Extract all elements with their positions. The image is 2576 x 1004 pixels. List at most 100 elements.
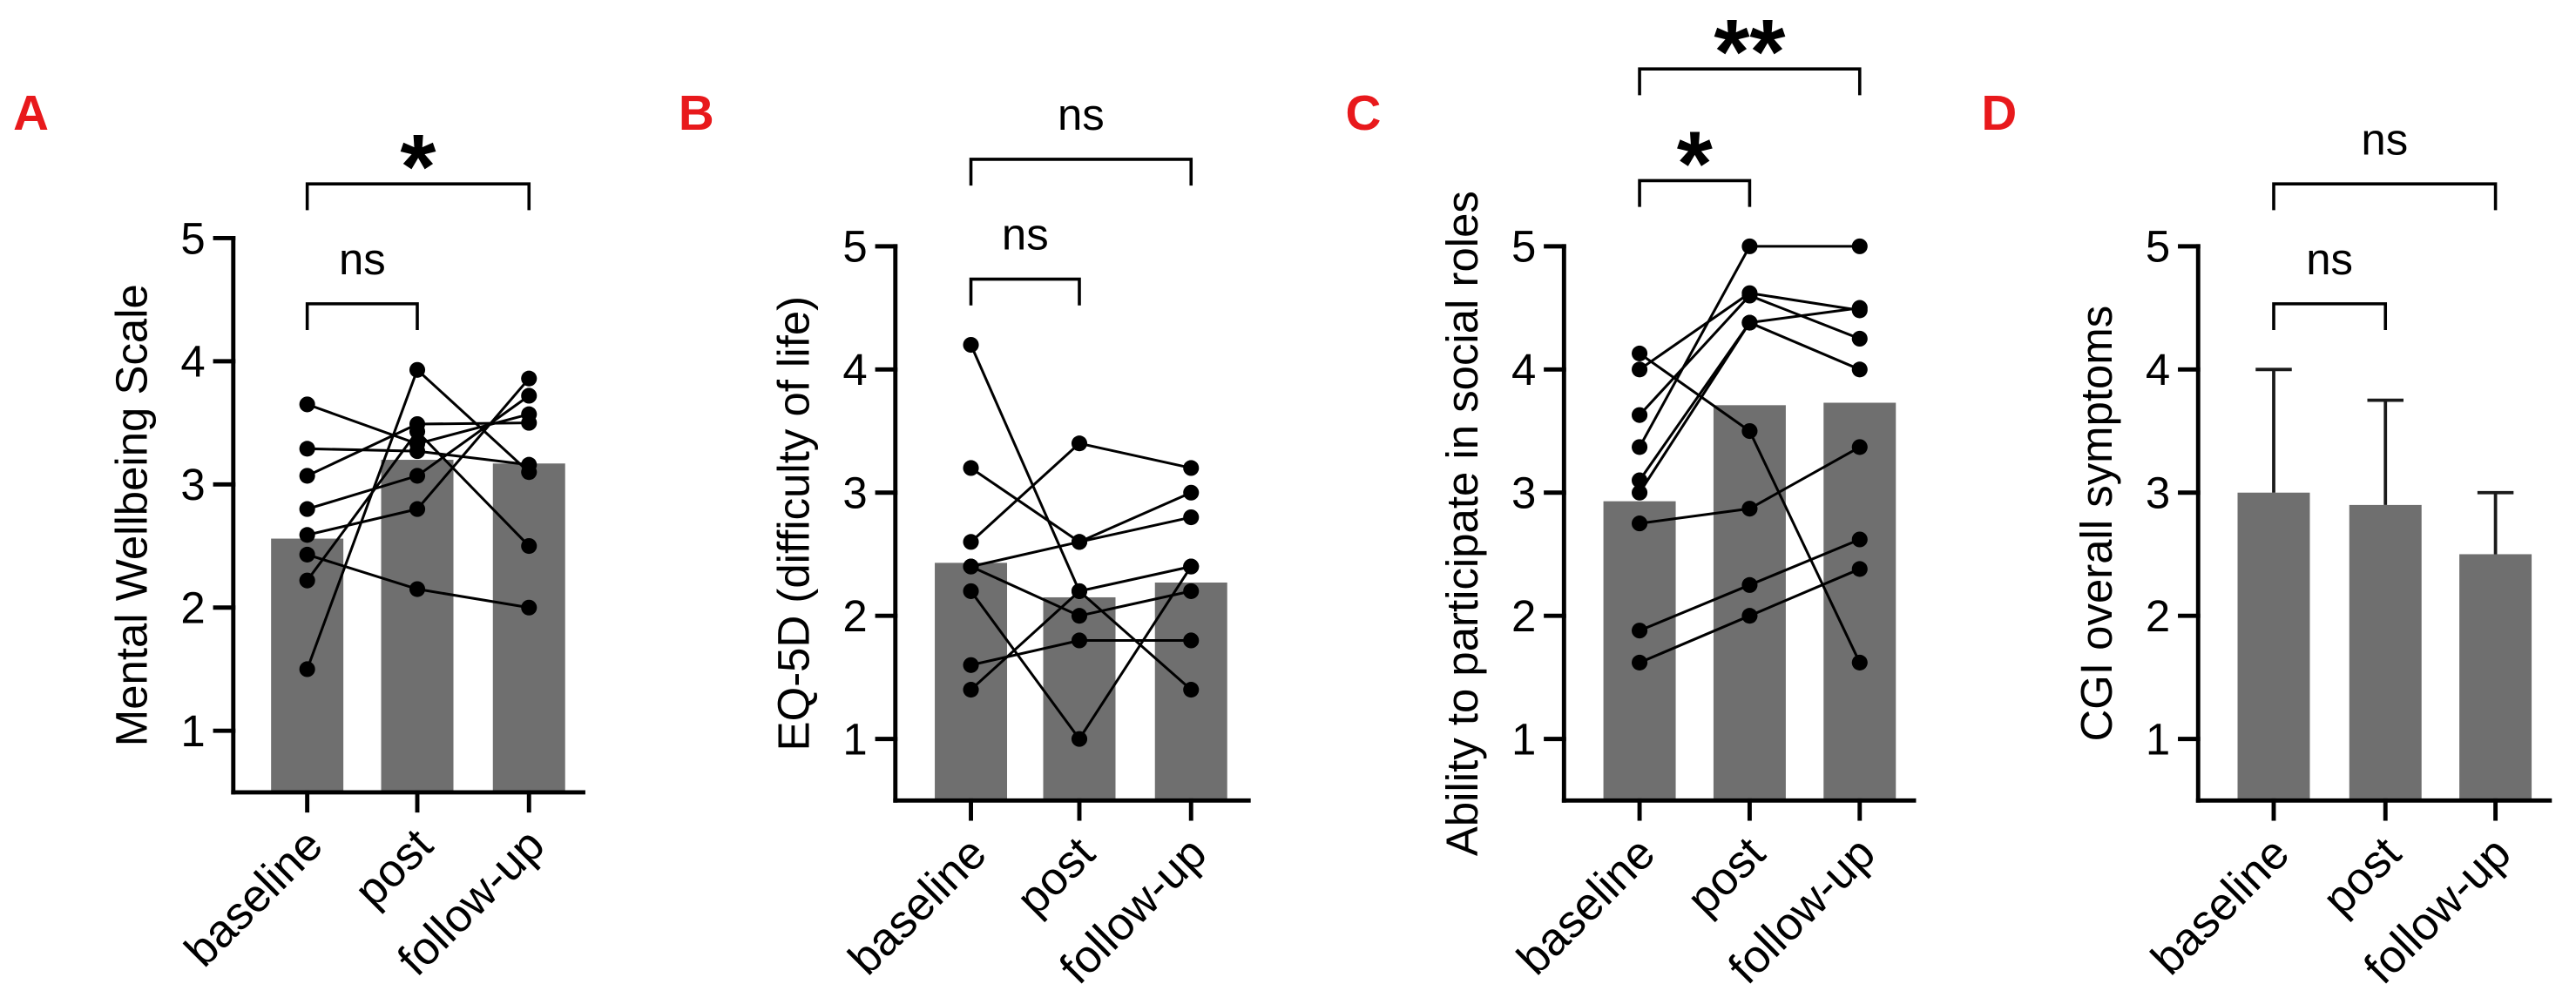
data-point — [1632, 361, 1648, 378]
data-point — [1183, 509, 1200, 526]
x-tick-label: baseline — [2141, 827, 2299, 985]
data-point — [1741, 422, 1758, 440]
significance-bracket — [1638, 67, 1862, 96]
y-tick-label: 3 — [842, 468, 867, 518]
data-point — [1851, 531, 1868, 548]
mean-bar — [1823, 402, 1897, 801]
subject-line — [970, 467, 1192, 544]
significance-bracket — [969, 158, 1193, 186]
mean-bar — [1043, 596, 1116, 801]
data-point — [1183, 558, 1200, 575]
subject-line — [1639, 292, 1861, 371]
data-point — [299, 441, 315, 457]
data-point — [409, 581, 426, 597]
data-point — [1183, 460, 1200, 476]
y-tick-label: 4 — [842, 345, 867, 394]
data-point — [299, 527, 315, 543]
error-bar — [2477, 490, 2514, 555]
data-point — [299, 572, 315, 589]
y-tick-label: 1 — [180, 706, 205, 756]
y-axis-label: EQ-5D (difficulty of life) — [769, 296, 819, 751]
mean-bar — [1713, 405, 1786, 801]
data-point — [409, 423, 426, 440]
panel-label: A — [13, 85, 49, 140]
x-tick-label: post — [2313, 827, 2411, 926]
error-bar — [2367, 398, 2404, 505]
mean-bar — [2237, 492, 2310, 801]
data-point — [1632, 484, 1648, 501]
data-point — [299, 396, 315, 413]
data-point — [521, 464, 538, 481]
significance-label: * — [400, 116, 436, 219]
subject-line — [970, 344, 1192, 593]
data-point — [1183, 484, 1200, 501]
error-bar — [2255, 367, 2292, 493]
significance-bracket — [2272, 182, 2498, 211]
panel-label: C — [1346, 85, 1382, 140]
significance-label: ns — [1058, 90, 1105, 139]
data-point — [299, 468, 315, 484]
data-point — [1851, 330, 1868, 347]
y-tick-label: 4 — [2146, 345, 2170, 394]
panel-label: D — [1981, 85, 2017, 140]
y-tick-label: 3 — [180, 460, 205, 509]
data-point — [299, 501, 315, 517]
data-point — [409, 468, 426, 484]
significance-bracket — [305, 302, 419, 331]
subject-line — [970, 441, 1192, 543]
data-point — [521, 599, 538, 616]
data-point — [963, 460, 979, 476]
data-point — [1183, 632, 1200, 649]
significance-bracket — [305, 182, 531, 211]
mean-bar — [2459, 554, 2532, 801]
y-tick-label: 3 — [2146, 468, 2170, 518]
data-point — [1632, 623, 1648, 639]
data-point — [1632, 472, 1648, 489]
significance-label: ** — [1714, 1, 1785, 104]
y-tick-label: 2 — [180, 583, 205, 633]
mean-bar — [2349, 504, 2422, 801]
y-tick-label: 2 — [1511, 591, 1536, 641]
y-tick-label: 5 — [180, 213, 205, 263]
y-tick-label: 5 — [842, 222, 867, 272]
y-tick-label: 1 — [842, 714, 867, 764]
data-point — [1183, 583, 1200, 599]
y-tick-label: 1 — [2146, 714, 2170, 764]
y-tick-label: 3 — [1511, 468, 1536, 518]
data-point — [1632, 345, 1648, 361]
data-point — [1851, 654, 1868, 670]
y-tick-label: 1 — [1511, 714, 1536, 764]
panel-label: B — [679, 85, 714, 140]
y-tick-label: 2 — [2146, 591, 2170, 641]
y-tick-label: 5 — [2146, 222, 2170, 272]
data-point — [1851, 361, 1868, 378]
data-point — [1741, 238, 1758, 254]
data-point — [1851, 238, 1868, 254]
significance-label: ns — [339, 234, 386, 284]
data-point — [1071, 731, 1088, 747]
data-point — [1632, 439, 1648, 455]
y-axis-label: Ability to participate in social roles — [1437, 191, 1487, 856]
mean-bar — [1603, 501, 1676, 801]
data-point — [963, 681, 979, 698]
y-axis-label: Mental Wellbeing Scale — [107, 284, 157, 746]
data-point — [963, 657, 979, 673]
significance-bracket — [2272, 302, 2388, 331]
data-point — [963, 583, 979, 599]
significance-label: ns — [2306, 234, 2353, 284]
data-point — [409, 443, 426, 460]
significance-bracket — [969, 277, 1081, 306]
data-point — [1851, 439, 1868, 455]
data-point — [963, 558, 979, 575]
data-point — [409, 501, 426, 517]
data-point — [963, 534, 979, 550]
data-point — [409, 361, 426, 378]
data-point — [1632, 654, 1648, 670]
x-tick-label: baseline — [175, 819, 333, 977]
data-point — [521, 537, 538, 555]
mean-bar — [492, 463, 565, 792]
x-tick-label: post — [345, 819, 443, 917]
data-point — [1071, 435, 1088, 452]
data-point — [1741, 608, 1758, 624]
